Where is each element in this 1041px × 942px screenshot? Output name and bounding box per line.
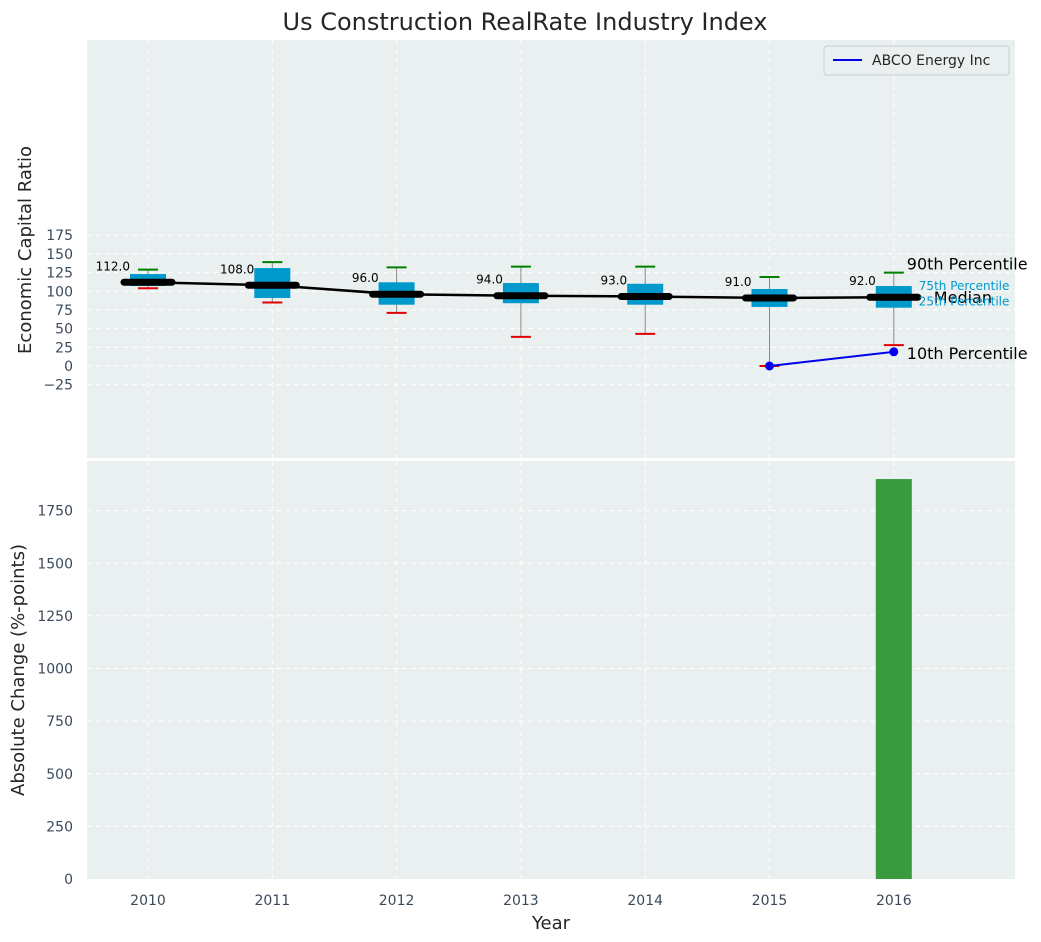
series-point-abco <box>765 361 774 371</box>
bottom-y-tick-label: 1000 <box>37 662 73 678</box>
legend-label-abco: ABCO Energy Inc <box>872 53 990 69</box>
top-y-tick-label: 75 <box>55 303 73 319</box>
top-panel-background <box>87 40 1015 458</box>
bottom-y-tick-label: 1250 <box>37 609 73 625</box>
bottom-y-tick-label: 1750 <box>37 504 73 520</box>
bottom-y-axis-label: Absolute Change (%-points) <box>8 544 29 796</box>
median-value-label: 94.0 <box>476 273 503 287</box>
chart-title: Us Construction RealRate Industry Index <box>283 8 768 36</box>
x-tick-label: 2013 <box>503 893 539 909</box>
series-point-abco <box>889 347 899 357</box>
bottom-panel-background <box>87 461 1015 879</box>
median-value-label: 91.0 <box>725 275 752 289</box>
legend-box <box>823 45 1010 76</box>
top-gridlines <box>87 40 1015 458</box>
top-y-tick-labels: −25 0 25 50 75 100 125 150 175 <box>43 228 73 394</box>
x-tick-label: 2016 <box>876 893 912 909</box>
top-y-tick-label: 150 <box>46 247 73 263</box>
bottom-y-tick-labels: 0 250 500 750 1000 1250 1500 1750 <box>37 504 73 888</box>
median-value-label: 112.0 <box>96 259 130 273</box>
top-y-tick-label: 175 <box>46 228 73 244</box>
top-y-axis-label: Economic Capital Ratio <box>15 146 36 354</box>
annotation-median: Median <box>934 288 992 307</box>
bottom-y-tick-label: 500 <box>46 767 73 783</box>
x-tick-label: 2014 <box>627 893 663 909</box>
annotation-25th-percentile: 25th Percentile <box>919 295 1010 309</box>
x-tick-label: 2011 <box>254 893 290 909</box>
series-line-abco <box>769 350 894 367</box>
x-axis-label: Year <box>531 913 571 934</box>
annotation-90th-percentile: 90th Percentile <box>907 255 1028 274</box>
top-y-tick-label: 100 <box>46 284 73 300</box>
top-y-tick-label: 0 <box>64 359 73 375</box>
x-tick-label: 2010 <box>130 893 166 909</box>
change-bar <box>875 479 912 879</box>
median-value-label: 93.0 <box>600 273 627 287</box>
top-y-tick-label: −25 <box>43 378 73 394</box>
bottom-y-tick-label: 1500 <box>37 556 73 572</box>
median-value-label: 96.0 <box>352 271 379 285</box>
x-tick-label: 2012 <box>379 893 415 909</box>
top-y-tick-label: 50 <box>55 322 73 338</box>
percentile-annotations: 90th Percentile 75th PercentileMedian25th… <box>907 255 1028 364</box>
annotation-75th-percentile: 75th Percentile <box>919 279 1010 293</box>
box-plot-marks: 112.0 108.0 96.0 94.0 93.0 91.0 92.0 <box>96 259 922 371</box>
median-value-label: 92.0 <box>849 274 876 288</box>
top-y-tick-label: 125 <box>46 266 73 282</box>
bottom-y-tick-label: 250 <box>46 819 73 835</box>
top-y-tick-label: 25 <box>55 340 73 356</box>
median-value-label: 108.0 <box>220 262 254 276</box>
bar-marks <box>875 479 912 879</box>
x-tick-label: 2015 <box>752 893 788 909</box>
bottom-y-tick-label: 0 <box>64 872 73 888</box>
legend: ABCO Energy Inc <box>823 45 1010 76</box>
x-tick-labels: 2010 2011 2012 2013 2014 2015 2016 <box>130 893 912 909</box>
annotation-10th-percentile: 10th Percentile <box>907 344 1028 363</box>
bottom-y-tick-label: 750 <box>46 714 73 730</box>
